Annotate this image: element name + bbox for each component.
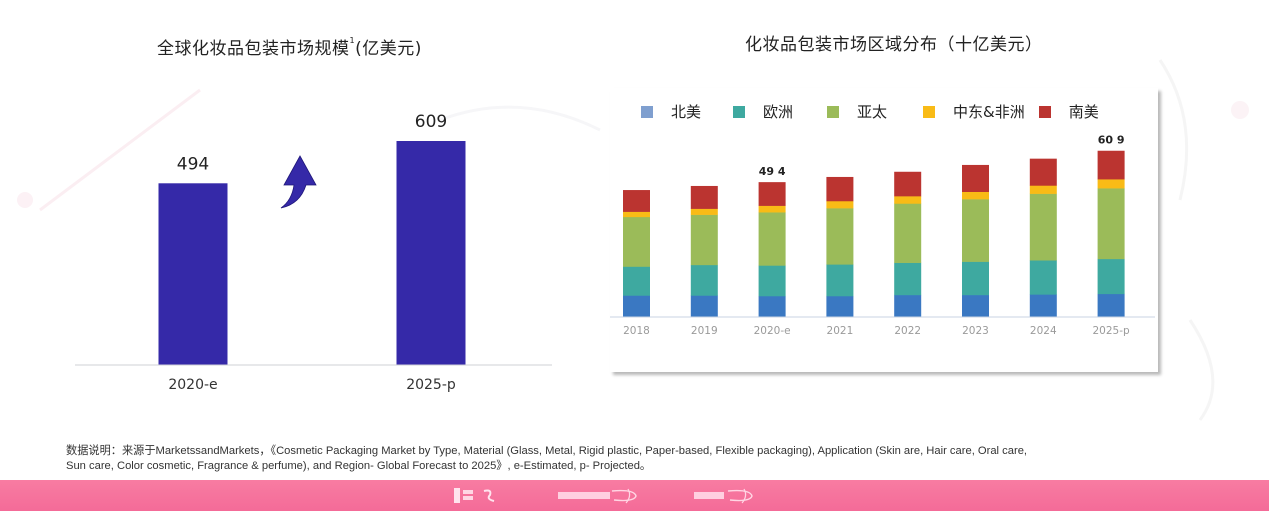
data-label: 494 xyxy=(177,154,209,174)
bar-segment-2024 xyxy=(1029,294,1057,318)
bar-2020-e xyxy=(158,183,228,365)
left-chart-title-unit: (亿美元) xyxy=(355,39,422,59)
legend-swatch xyxy=(641,105,653,118)
bar-segment-2022 xyxy=(894,294,922,318)
bar-segment-2023 xyxy=(962,164,989,192)
bar-segment-2018 xyxy=(623,266,650,296)
bar-segment-2025-p xyxy=(1097,150,1125,180)
left-chart-title: 全球化妆品包装市场规模1(亿美元) xyxy=(157,34,422,59)
x-tick-label: 2018 xyxy=(623,325,650,337)
legend-label: 中东&非洲 xyxy=(953,103,1025,121)
up-arrow-icon xyxy=(280,155,317,209)
bar-segment-2024 xyxy=(1029,260,1057,295)
bar-segment-2021 xyxy=(826,295,854,318)
bar-segment-2020-e xyxy=(758,182,786,206)
bar-segment-2021 xyxy=(826,264,854,297)
legend-swatch xyxy=(733,105,746,118)
bar-segment-2024 xyxy=(1029,185,1057,194)
right-chart-title: 化妆品包装市场区域分布（十亿美元） xyxy=(745,35,1043,55)
bar-segment-2023 xyxy=(962,199,989,262)
bar-segment-2019 xyxy=(690,185,718,209)
bar-segment-2021 xyxy=(826,176,854,202)
bar-segment-2019 xyxy=(690,214,718,266)
data-label: 60 9 xyxy=(1098,134,1125,147)
legend-label: 北美 xyxy=(671,103,702,121)
bar-segment-2020-e xyxy=(758,212,786,266)
x-tick-label: 2024 xyxy=(1030,325,1057,337)
x-tick-label: 2020-e xyxy=(754,325,791,337)
x-tick-label: 2025-p xyxy=(406,377,456,393)
bar-segment-2022 xyxy=(894,203,922,263)
bar-segment-2018 xyxy=(623,211,650,218)
legend-label: 南美 xyxy=(1068,103,1099,121)
x-tick-label: 2023 xyxy=(962,325,989,337)
bar-segment-2018 xyxy=(623,295,650,318)
bar-segment-2025-p xyxy=(1097,293,1125,318)
footnote-marker: 1 xyxy=(349,36,356,45)
bar-segment-2023 xyxy=(962,294,989,318)
legend-swatch xyxy=(827,105,840,118)
bar-segment-2020-e xyxy=(758,265,786,297)
bar-segment-2022 xyxy=(894,196,922,204)
left-chart-title-text: 全球化妆品包装市场规模 xyxy=(157,39,350,59)
data-source-note-line-2: Sun care, Color cosmetic, Fragrance & pe… xyxy=(66,460,652,472)
x-tick-label: 2019 xyxy=(691,325,718,337)
legend-label: 欧洲 xyxy=(763,103,794,121)
background-decoration xyxy=(17,88,1249,212)
legend-item: 亚太 xyxy=(827,101,887,122)
x-tick-label: 2025-p xyxy=(1093,325,1131,337)
bar-segment-2024 xyxy=(1029,158,1057,186)
brand-logo-icon xyxy=(454,488,495,503)
x-tick-label: 2020-e xyxy=(168,377,217,393)
x-tick-label: 2021 xyxy=(827,325,854,337)
bar-segment-2019 xyxy=(690,208,718,215)
bar-segment-2020-e xyxy=(758,205,786,213)
legend-item: 欧洲 xyxy=(733,101,793,122)
research-logo-icon xyxy=(558,488,637,504)
legend-item: 中东&非洲 xyxy=(923,101,1025,122)
bar-2025-p xyxy=(396,141,466,365)
bar-segment-2019 xyxy=(690,264,718,296)
footer-bar xyxy=(0,480,1269,511)
data-label: 49 4 xyxy=(759,165,786,178)
bar-segment-2018 xyxy=(623,190,650,212)
bar-segment-2025-p xyxy=(1097,179,1125,189)
bar-segment-2018 xyxy=(623,216,650,267)
legend-swatch xyxy=(923,105,936,118)
legend-label: 亚太 xyxy=(857,103,888,121)
bar-segment-2025-p xyxy=(1097,188,1125,260)
bar-segment-2025-p xyxy=(1097,258,1125,295)
bar-segment-2020-e xyxy=(758,295,786,318)
data-source-note-line-1: 数据说明：来源于MarketssandMarkets，《Cosmetic Pac… xyxy=(66,445,1028,457)
legend-item: 北美 xyxy=(641,101,701,122)
bar-segment-2021 xyxy=(826,200,854,209)
bar-segment-2022 xyxy=(894,171,922,197)
bar-segment-2023 xyxy=(962,191,989,200)
legend-item: 南美 xyxy=(1038,101,1099,122)
bar-segment-2023 xyxy=(962,261,989,296)
chart-legend: 北美 欧洲 亚太 中东&非洲 南美 xyxy=(641,101,1099,122)
regional-distribution-chart: 2018 2019 2020-e 49 4 2021 2022 2023 2024 2025-p… xyxy=(610,134,1155,337)
bar-segment-2022 xyxy=(894,262,922,296)
bar-segment-2024 xyxy=(1029,193,1057,261)
data-source-note: 数据说明：来源于MarketssandMarkets，《Cosmetic Pac… xyxy=(66,444,1196,474)
bar-segment-2019 xyxy=(690,295,718,318)
beauty-logo-icon xyxy=(694,488,753,504)
bar-segment-2021 xyxy=(826,208,854,265)
data-label: 609 xyxy=(415,112,447,132)
x-tick-label: 2022 xyxy=(894,325,921,337)
global-market-size-chart: 494 2020-e 609 2025-p xyxy=(75,112,552,393)
legend-swatch xyxy=(1038,105,1051,118)
